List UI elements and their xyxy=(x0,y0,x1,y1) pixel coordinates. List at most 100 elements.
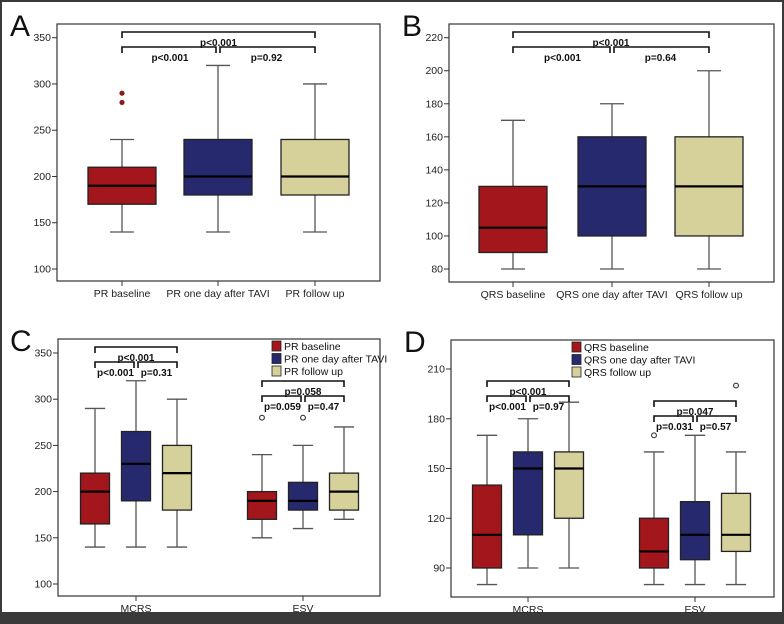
p-value-label: p=0.64 xyxy=(645,53,677,64)
panel-letter: B xyxy=(402,10,422,43)
bracket-line xyxy=(512,46,611,53)
plot-frame xyxy=(450,339,775,598)
bracket-line xyxy=(512,31,710,38)
bracket-line xyxy=(94,361,135,368)
box-follow_up xyxy=(720,382,752,586)
legend-label: QRS baseline xyxy=(584,342,649,354)
box-follow_up xyxy=(328,426,360,520)
x-tick-label: PR follow up xyxy=(286,288,345,300)
p-value-label: p<0.001 xyxy=(152,53,189,64)
y-tick-label: 220 xyxy=(425,32,443,44)
x-tick-label: QRS one day after TAVI xyxy=(556,289,667,301)
bracket-line xyxy=(486,380,570,387)
outlier-point xyxy=(300,414,306,421)
group-esv: ESV p=0.058 p=0.059 p=0.47 xyxy=(246,380,360,615)
bottom-bar xyxy=(0,612,784,624)
box-iqr xyxy=(161,444,193,511)
y-tick-label: 100 xyxy=(33,264,51,276)
box-iqr xyxy=(478,185,548,254)
y-tick-label: 350 xyxy=(34,348,52,360)
significance-bracket: p<0.001 xyxy=(94,361,135,379)
bracket-line xyxy=(696,415,737,422)
x-tick-label: ESV xyxy=(292,603,313,615)
legend-label: PR one day after TAVI xyxy=(284,354,387,366)
significance-bracket: p<0.001 xyxy=(121,46,217,64)
bracket-line xyxy=(94,346,178,353)
y-tick-label: 200 xyxy=(425,65,443,77)
p-value-label: p<0.001 xyxy=(510,387,547,398)
p-value-label: p=0.97 xyxy=(533,402,565,413)
p-value-label: p=0.031 xyxy=(656,422,693,433)
outlier-point xyxy=(733,382,739,389)
bracket-line xyxy=(304,395,345,402)
panel-b: B 80 100 120 140 160 180 200 220 QRS baseline QRS … xyxy=(402,10,775,301)
legend-swatch xyxy=(271,340,282,352)
box-iqr xyxy=(720,492,752,553)
group-mcrs: MCRS p<0.001 p<0.001 p=0.97 xyxy=(471,380,585,616)
p-value-label: p=0.058 xyxy=(285,387,322,398)
legend-label: QRS follow up xyxy=(584,367,651,379)
p-value-label: p<0.001 xyxy=(544,53,581,64)
bracket-line xyxy=(613,46,710,53)
p-value-label: p<0.001 xyxy=(97,368,134,379)
y-tick-label: 180 xyxy=(425,98,443,110)
box-one_day xyxy=(183,64,253,233)
legend-label: QRS one day after TAVI xyxy=(584,355,695,367)
y-tick-label: 250 xyxy=(34,440,52,452)
p-value-label: p=0.059 xyxy=(264,402,301,413)
legend-entry: QRS baseline xyxy=(571,341,649,354)
p-value-label: p<0.001 xyxy=(200,38,237,49)
box-baseline xyxy=(471,434,503,586)
y-tick-label: 300 xyxy=(33,78,51,90)
outlier-point xyxy=(119,90,125,96)
box-iqr xyxy=(79,472,111,525)
box-baseline xyxy=(246,414,278,539)
box-baseline xyxy=(87,90,157,233)
p-value-label: p=0.047 xyxy=(677,407,714,418)
box-baseline xyxy=(478,119,548,270)
y-tick-label: 120 xyxy=(427,513,445,525)
y-tick-label: 210 xyxy=(427,364,445,376)
legend-swatch xyxy=(571,341,582,353)
significance-bracket: p<0.001 xyxy=(512,46,611,64)
p-value-label: p<0.001 xyxy=(489,402,526,413)
p-value-label: p<0.001 xyxy=(118,353,155,364)
p-value-label: p=0.47 xyxy=(308,402,340,413)
y-tick-label: 100 xyxy=(34,579,52,591)
box-follow_up xyxy=(674,70,744,270)
significance-bracket: p<0.001 xyxy=(486,380,570,398)
box-iqr xyxy=(120,430,152,502)
group-esv: ESV p=0.047 p=0.031 p=0.57 xyxy=(638,382,752,616)
p-value-label: p=0.92 xyxy=(251,53,283,64)
bracket-line xyxy=(653,400,737,407)
y-tick-label: 160 xyxy=(425,131,443,143)
box-iqr xyxy=(553,451,585,519)
box-baseline xyxy=(79,407,111,548)
y-tick-label: 200 xyxy=(33,171,51,183)
y-tick-label: 140 xyxy=(425,164,443,176)
outlier-point xyxy=(651,432,657,439)
bracket-line xyxy=(137,361,178,368)
box-follow_up xyxy=(280,83,350,233)
box-iqr xyxy=(638,517,670,569)
significance-bracket: p=0.058 xyxy=(261,380,345,398)
bracket-line xyxy=(121,46,217,53)
plot-frame xyxy=(57,338,381,597)
box-iqr xyxy=(512,451,544,536)
significance-bracket: p<0.001 xyxy=(486,395,527,413)
y-tick-label: 150 xyxy=(427,463,445,475)
y-tick-label: 80 xyxy=(431,264,443,276)
panel-c: C 100 150 200 250 300 350 MCRS p<0.001 p<0.001 p=0… xyxy=(10,325,387,615)
bracket-line xyxy=(261,380,345,387)
box-one_day xyxy=(120,380,152,548)
significance-bracket: p=0.031 xyxy=(653,415,694,433)
y-tick-label: 120 xyxy=(425,197,443,209)
outlier-point xyxy=(259,414,265,421)
legend-entry: QRS one day after TAVI xyxy=(571,354,695,367)
legend-entry: PR baseline xyxy=(271,340,341,353)
x-tick-label: QRS baseline xyxy=(481,289,546,301)
x-tick-label: QRS follow up xyxy=(675,289,742,301)
y-tick-label: 300 xyxy=(34,394,52,406)
bracket-line xyxy=(486,395,527,402)
